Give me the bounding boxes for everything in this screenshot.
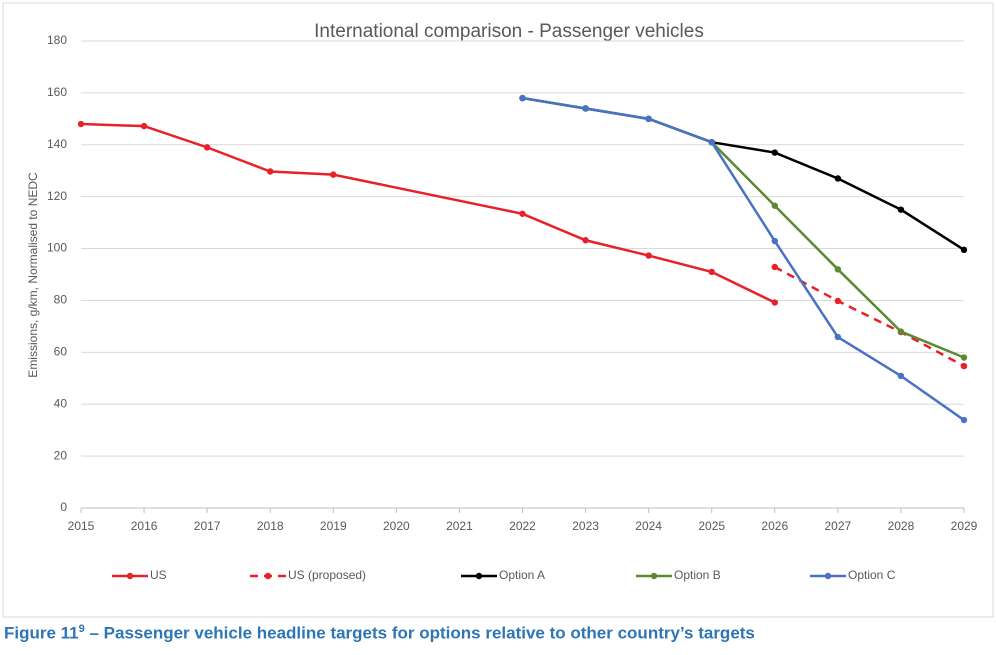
caption-text: Figure 11 — [4, 623, 79, 643]
point — [708, 268, 715, 276]
series-line — [522, 96, 965, 422]
point — [582, 105, 589, 112]
point — [834, 333, 842, 341]
x-tick-label: 2017 — [194, 519, 221, 533]
legend-marker — [264, 572, 272, 580]
y-tick-label: 40 — [54, 396, 68, 410]
chart-border — [2, 2, 994, 618]
point — [897, 206, 905, 213]
y-tick-label: 120 — [47, 189, 67, 203]
legend-label: Option A — [499, 568, 545, 582]
y-tick-label: 0 — [60, 500, 67, 514]
point — [960, 416, 968, 424]
y-tick-label: 180 — [47, 33, 67, 47]
legend-marker — [126, 572, 134, 580]
point — [771, 237, 778, 245]
point — [834, 175, 842, 182]
y-axis-label: Emissions, g/km, Normalised to NEDC — [26, 172, 40, 378]
point — [834, 297, 842, 305]
series-line — [80, 122, 776, 304]
y-tick-label: 60 — [54, 345, 68, 359]
legend-label: US (proposed) — [288, 568, 366, 582]
point — [708, 138, 715, 146]
x-tick-label: 2028 — [888, 519, 915, 533]
caption: Figure 119 – Passenger vehicle headline … — [4, 623, 755, 644]
point — [645, 252, 652, 259]
x-tick-label: 2023 — [572, 519, 599, 533]
point — [330, 171, 337, 178]
x-tick-label: 2029 — [951, 519, 978, 533]
x-tick-label: 2016 — [131, 519, 158, 533]
point — [834, 266, 842, 273]
y-tick-label: 140 — [47, 137, 67, 151]
point — [771, 202, 778, 209]
point — [771, 263, 778, 271]
point — [960, 354, 968, 361]
legend-label: Option C — [848, 568, 896, 582]
x-tick-label: 2015 — [68, 519, 95, 533]
x-tick-label: 2022 — [509, 519, 536, 533]
point — [582, 237, 589, 244]
point — [771, 149, 778, 156]
point — [519, 94, 526, 102]
y-tick-label: 100 — [47, 241, 67, 255]
x-tick-label: 2021 — [446, 519, 473, 533]
x-tick-label: 2027 — [825, 519, 852, 533]
caption-rest: – Passenger vehicle headline targets for… — [84, 623, 755, 643]
y-tick-label: 80 — [54, 293, 68, 307]
series-line — [774, 265, 965, 368]
point — [897, 372, 905, 380]
x-tick-label: 2018 — [257, 519, 284, 533]
point — [140, 122, 148, 130]
point — [771, 299, 778, 306]
point — [267, 168, 274, 175]
caption-superscript: 9 — [78, 623, 85, 635]
chart-title: International comparison - Passenger veh… — [314, 21, 704, 42]
x-tick-label: 2024 — [635, 519, 662, 533]
y-tick-label: 160 — [47, 85, 67, 99]
point — [645, 115, 652, 123]
x-tick-label: 2020 — [383, 519, 410, 533]
x-tick-label: 2025 — [698, 519, 725, 533]
chart: International comparison - Passenger veh… — [2, 2, 994, 618]
x-tick-label: 2019 — [320, 519, 347, 533]
point — [960, 362, 968, 370]
point — [960, 246, 968, 254]
y-tick-label: 20 — [54, 448, 68, 462]
legend-marker — [650, 572, 658, 580]
x-tick-label: 2026 — [761, 519, 788, 533]
legend-marker — [824, 572, 832, 580]
point — [203, 144, 211, 151]
legend-label: US — [150, 568, 167, 582]
point — [77, 120, 85, 128]
point — [897, 328, 905, 335]
point — [519, 210, 526, 217]
legend-label: Option B — [674, 568, 721, 582]
legend-marker — [475, 572, 483, 580]
